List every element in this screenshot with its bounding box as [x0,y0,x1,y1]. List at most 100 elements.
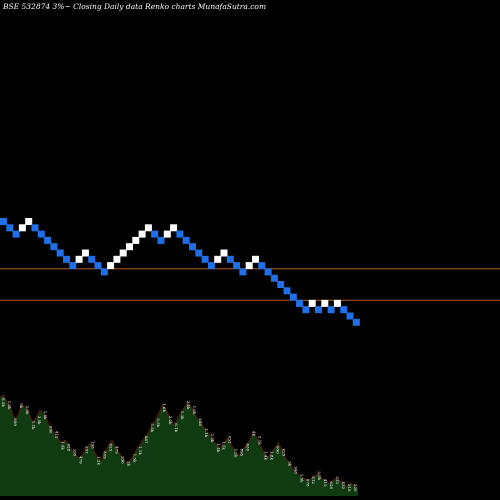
renko-brick-up [113,255,121,263]
volume-label: 699 [13,418,18,426]
volume-label: 4k [252,431,257,437]
renko-brick-down [44,236,52,244]
volume-label: 1.1k [31,421,36,430]
renko-brick-up [220,249,228,257]
volume-label: 1.4k [61,441,66,450]
renko-brick-up [170,224,178,232]
renko-brick-up [107,262,115,270]
renko-brick-down [201,255,209,263]
renko-brick-down [289,293,297,301]
renko-brick-up [321,299,329,307]
renko-brick-up [252,255,259,263]
volume-label: 479 [79,456,84,464]
renko-bricks [0,218,360,326]
volume-label: 1.2k [97,456,102,465]
volume-label: 690 [275,446,280,454]
volume-label: 625 [108,444,113,452]
volume-label: 8.5k [1,398,6,407]
volume-label: 479 [114,446,119,454]
renko-brick-down [264,268,272,276]
renko-brick-down [88,255,96,263]
chart-title: BSE 532874 3%~ Closing Daily data Renko … [2,2,266,11]
volume-label: 1.8k [43,411,48,420]
volume-label: 1.1k [222,441,227,450]
volume-label: 630 [246,444,251,452]
volume-label: 257 [85,446,90,454]
volume-label: 198 [91,441,96,449]
renko-brick-down [6,224,14,232]
renko-brick-down [195,249,203,257]
renko-brick-up [25,218,33,225]
volume-label: 515 [335,476,340,484]
renko-brick-down [233,262,241,270]
volume-label: 3.5k [37,416,42,425]
volume-label: 432 [341,481,346,489]
volume-label: 3.5k [156,418,161,427]
renko-brick-down [157,236,165,244]
renko-brick-down [0,218,7,225]
renko-brick-down [69,262,77,270]
renko-brick-down [277,281,285,288]
volume-label: 1.4k [216,444,221,453]
volume-fill [0,395,358,496]
renko-brick-down [315,306,322,314]
renko-brick-down [226,255,234,263]
volume-label: 690 [49,426,54,434]
renko-brick-up [75,255,83,263]
volume-label: 1.8k [270,451,275,460]
renko-brick-down [296,299,304,307]
volume-label: 2k [126,461,131,467]
renko-brick-down [176,230,184,238]
renko-brick-up [132,236,140,244]
volume-label: 895 [240,449,245,457]
volume-label: 1.1k [138,446,143,455]
renko-brick-down [50,243,58,251]
renko-brick-up [126,243,133,251]
volume-label: 2.8k [25,406,30,415]
renko-brick-down [31,224,39,232]
volume-label: 2.4k [186,401,191,410]
renko-brick-down [56,249,64,257]
volume-label: 236 [120,456,125,464]
volume-label: 2.5k [210,433,215,442]
volume-label: 395 [73,449,78,457]
renko-brick-down [283,287,291,295]
renko-brick-down [352,318,360,326]
volume-label: 415 [323,479,328,487]
renko-brick-up [18,224,26,232]
renko-brick-down [207,262,215,270]
renko-brick-down [37,230,45,238]
renko-brick-down [270,274,278,282]
volume-label: 652 [228,436,233,444]
volume-label: 1.5k [299,474,304,483]
volume-label: 5.5k [150,423,155,432]
volume-label: 1.3k [180,411,185,420]
volume-label: 5k [19,403,24,409]
renko-brick-down [63,255,70,263]
renko-brick-up [308,299,316,307]
renko-brick-down [258,262,266,270]
renko-brick-down [340,306,348,314]
volume-label: 5k [287,461,292,467]
renko-brick-down [12,230,20,238]
volume-label: 409 [102,451,107,459]
renko-brick-up [144,224,152,232]
volume-area [0,394,359,496]
renko-brick-up [245,262,253,270]
renko-brick-down [302,306,310,314]
volume-label: 948 [293,466,298,474]
volume-label: 6.1k [174,423,179,432]
renko-brick-down [239,268,247,276]
renko-brick-down [346,312,354,320]
volume-label: 628 [67,444,72,452]
volume-label: 2.1k [258,436,263,445]
renko-brick-up [119,249,127,257]
renko-brick-down [327,306,335,314]
volume-label: 1.6k [192,406,197,415]
renko-brick-up [214,255,222,263]
volume-label: 318 [347,484,352,492]
volume-label: 3.5k [317,471,322,480]
